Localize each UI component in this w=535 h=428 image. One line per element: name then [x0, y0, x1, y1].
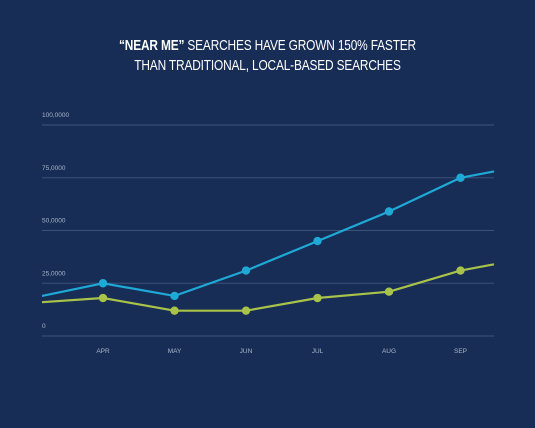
x-tick-label: MAY: [168, 348, 182, 355]
series-2-point: [170, 306, 179, 315]
y-tick-label: 50,0000: [42, 218, 66, 225]
series-2-point: [456, 266, 465, 275]
y-tick-label: 100,0000: [42, 112, 69, 119]
series-1-point: [313, 236, 322, 246]
chart-title-line-1: “NEAR ME” SEARCHES HAVE GROWN 150% FASTE…: [48, 36, 487, 56]
series-1-point: [170, 291, 179, 301]
y-tick-label: 25,0000: [42, 270, 66, 277]
x-tick-label: JUL: [312, 348, 324, 355]
x-tick-label: AUG: [382, 348, 396, 355]
y-tick-label: 75,0000: [42, 165, 66, 172]
y-tick-label: 0: [42, 323, 46, 330]
chart-title-line-1-rest: SEARCHES HAVE GROWN 150% FASTER: [184, 38, 416, 54]
x-tick-label: SEP: [454, 348, 467, 355]
series-1-point: [384, 207, 394, 216]
chart-title: “NEAR ME” SEARCHES HAVE GROWN 150% FASTE…: [48, 36, 487, 76]
series-2-line: [41, 263, 495, 312]
series-2-point: [313, 293, 322, 303]
series-2-point: [98, 293, 108, 303]
series-1-point: [456, 173, 465, 182]
chart-title-emphasis: “NEAR ME”: [119, 38, 185, 54]
series-2-point: [241, 306, 251, 315]
series-2-point: [384, 287, 394, 296]
x-tick-label: APR: [96, 348, 110, 355]
chart-title-line-2: THAN TRADITIONAL, LOCAL-BASED SEARCHES: [134, 58, 401, 74]
x-tick-label: JUN: [240, 348, 253, 355]
series-1-point: [98, 279, 108, 288]
series-1-line: [41, 170, 495, 297]
series-1-point: [241, 266, 251, 275]
